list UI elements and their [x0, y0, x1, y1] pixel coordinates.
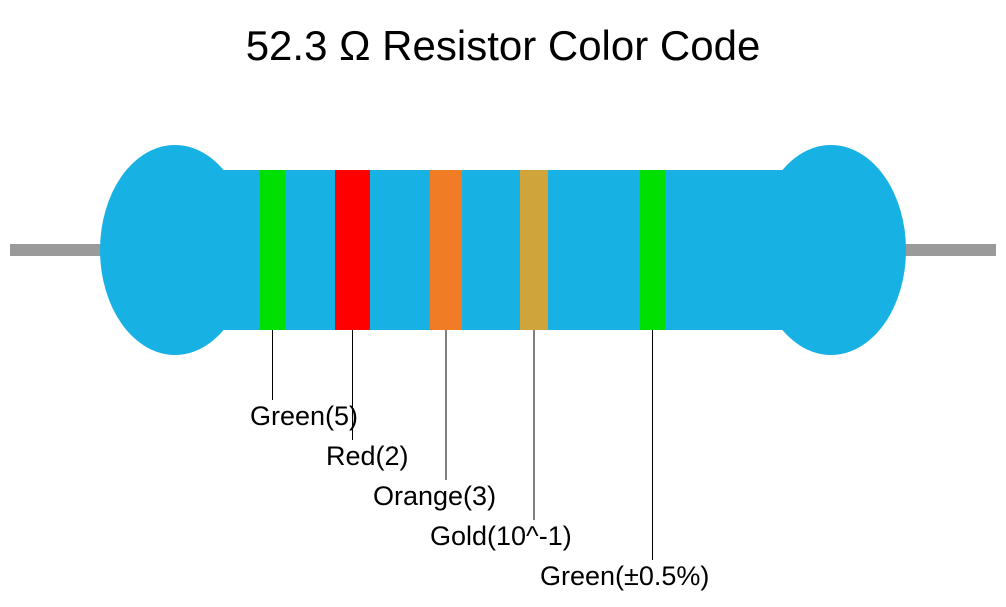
- band-label-band3: Orange(3): [373, 481, 496, 511]
- diagram-title: 52.3 Ω Resistor Color Code: [246, 22, 761, 69]
- band-band2: [335, 170, 370, 330]
- band-label-band5: Green(±0.5%): [540, 561, 709, 591]
- band-labels: Green(5) Red(2) Orange(3) Gold(10^-1) Green(…: [250, 401, 709, 591]
- band-label-band2: Red(2): [326, 441, 409, 471]
- band-band4: [520, 170, 548, 330]
- resistor-diagram: Green(5) Red(2) Orange(3) Gold(10^-1) Green(…: [0, 0, 1006, 607]
- resistor-body: [100, 145, 906, 355]
- band-band1: [260, 170, 285, 330]
- band-label-band4: Gold(10^-1): [430, 521, 572, 551]
- band-label-band1: Green(5): [250, 401, 358, 431]
- band-band5: [640, 170, 665, 330]
- band-band3: [430, 170, 462, 330]
